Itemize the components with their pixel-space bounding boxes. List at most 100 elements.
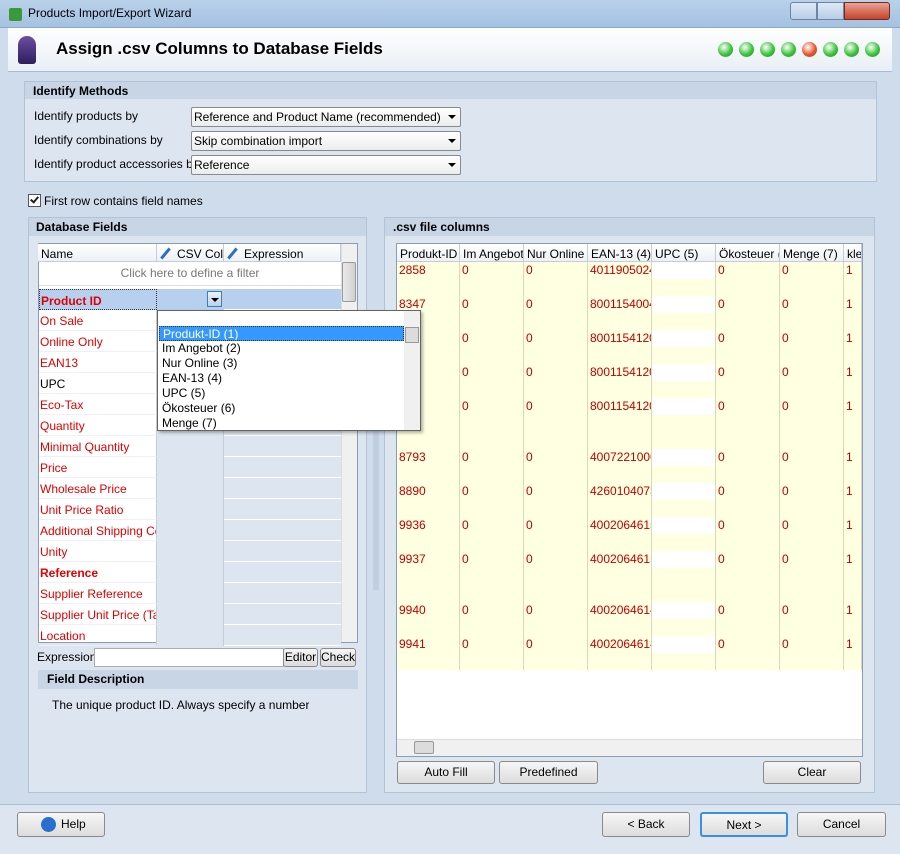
- csv-cell[interactable]: 0: [716, 483, 780, 500]
- csv-cell[interactable]: 1: [844, 262, 862, 279]
- csv-cell[interactable]: [652, 449, 716, 466]
- csv-cell[interactable]: [524, 534, 588, 551]
- csv-cell[interactable]: 4260104073: [588, 483, 652, 500]
- csv-cell[interactable]: [844, 279, 862, 296]
- csv-cell[interactable]: [780, 619, 844, 636]
- csv-cell[interactable]: 0: [524, 296, 588, 313]
- csv-cell[interactable]: 1: [844, 517, 862, 534]
- csv-cell[interactable]: [588, 313, 652, 330]
- csv-cell[interactable]: 0: [780, 330, 844, 347]
- csv-cell[interactable]: 0: [716, 636, 780, 653]
- csv-cell[interactable]: 8001154120: [588, 398, 652, 415]
- csv-cell[interactable]: [716, 381, 780, 398]
- csv-cell[interactable]: 4007221000: [588, 449, 652, 466]
- csv-cell[interactable]: [524, 381, 588, 398]
- csv-cell[interactable]: 9937: [397, 551, 460, 568]
- csv-cell[interactable]: [652, 381, 716, 398]
- csv-cell[interactable]: [397, 279, 460, 296]
- csv-cell[interactable]: 1: [844, 330, 862, 347]
- checkbox[interactable]: [28, 194, 41, 207]
- csv-cell[interactable]: [780, 432, 844, 449]
- csv-cell[interactable]: 2858: [397, 262, 460, 279]
- csv-cell[interactable]: [652, 364, 716, 381]
- csv-cell[interactable]: [780, 585, 844, 602]
- csv-cell[interactable]: 9941: [397, 636, 460, 653]
- auto-fill-button[interactable]: Auto Fill: [397, 761, 495, 784]
- csv-cell[interactable]: [460, 500, 524, 517]
- csv-cell[interactable]: [780, 466, 844, 483]
- csv-cell[interactable]: [588, 500, 652, 517]
- csv-cell[interactable]: [844, 313, 862, 330]
- csv-cell[interactable]: [524, 619, 588, 636]
- csv-cell[interactable]: 8001154004: [588, 296, 652, 313]
- csv-cell[interactable]: 0: [460, 296, 524, 313]
- csv-cell[interactable]: 4011905024: [588, 262, 652, 279]
- field-row[interactable]: Product ID: [39, 289, 341, 310]
- csv-cell[interactable]: [716, 432, 780, 449]
- csv-cell[interactable]: [588, 585, 652, 602]
- csv-cell[interactable]: [524, 500, 588, 517]
- csv-cell[interactable]: 0: [716, 296, 780, 313]
- csv-cell[interactable]: 0: [460, 551, 524, 568]
- next-button[interactable]: Next >: [700, 812, 788, 837]
- csv-cell[interactable]: [780, 653, 844, 670]
- help-button[interactable]: Help: [17, 812, 105, 837]
- field-row[interactable]: Supplier Reference: [39, 583, 341, 604]
- csv-cell[interactable]: [588, 619, 652, 636]
- csv-cell[interactable]: [780, 568, 844, 585]
- dropdown-item[interactable]: UPC (5): [162, 386, 206, 400]
- csv-cell[interactable]: 1: [844, 483, 862, 500]
- csv-cell[interactable]: 0: [460, 602, 524, 619]
- csv-cell[interactable]: [460, 534, 524, 551]
- csv-cell[interactable]: 1: [844, 398, 862, 415]
- csv-cell[interactable]: [652, 585, 716, 602]
- csv-cell[interactable]: [652, 517, 716, 534]
- field-row[interactable]: Location: [39, 625, 341, 646]
- close-button[interactable]: [844, 2, 890, 20]
- csv-cell[interactable]: [780, 347, 844, 364]
- csv-cell[interactable]: [652, 551, 716, 568]
- dropdown-item[interactable]: Nur Online (3): [162, 356, 238, 370]
- csv-cell[interactable]: [588, 466, 652, 483]
- csv-cell[interactable]: [652, 568, 716, 585]
- csv-cell[interactable]: [652, 296, 716, 313]
- csv-cell[interactable]: 9936: [397, 517, 460, 534]
- csv-cell[interactable]: [844, 415, 862, 432]
- csv-cell[interactable]: [397, 653, 460, 670]
- csv-cell[interactable]: [460, 313, 524, 330]
- csv-cell[interactable]: [397, 500, 460, 517]
- csv-cell[interactable]: [652, 262, 716, 279]
- csv-cell[interactable]: 0: [524, 330, 588, 347]
- csv-cell[interactable]: [780, 534, 844, 551]
- csv-cell[interactable]: [588, 534, 652, 551]
- csv-cell[interactable]: 0: [460, 483, 524, 500]
- csv-cell[interactable]: [397, 568, 460, 585]
- csv-cell[interactable]: [844, 619, 862, 636]
- expression-input[interactable]: [94, 648, 284, 667]
- csv-cell[interactable]: [652, 330, 716, 347]
- dropdown-item[interactable]: EAN-13 (4): [162, 371, 223, 385]
- dropdown-item[interactable]: Ökosteuer (6): [162, 401, 236, 415]
- editor-button[interactable]: Editor: [283, 648, 318, 667]
- csv-cell[interactable]: [652, 619, 716, 636]
- csv-cell[interactable]: [780, 381, 844, 398]
- csv-cell[interactable]: [844, 466, 862, 483]
- csv-cell[interactable]: 0: [780, 517, 844, 534]
- csv-cell[interactable]: [460, 466, 524, 483]
- dropdown-list[interactable]: Produkt-ID (1) Im Angebot (2) Nur Online (…: [157, 310, 421, 431]
- csv-column-header[interactable]: Menge (7): [780, 244, 844, 262]
- csv-cell[interactable]: [652, 432, 716, 449]
- csv-cell[interactable]: [652, 636, 716, 653]
- csv-cell[interactable]: 0: [716, 364, 780, 381]
- csv-cell[interactable]: [844, 381, 862, 398]
- csv-cell[interactable]: 0: [780, 296, 844, 313]
- csv-cell[interactable]: [652, 500, 716, 517]
- csv-cell[interactable]: [460, 432, 524, 449]
- csv-cell[interactable]: [844, 347, 862, 364]
- csv-cell[interactable]: 8890: [397, 483, 460, 500]
- dropdown-item[interactable]: Menge (7): [162, 416, 217, 430]
- csv-cell[interactable]: [397, 619, 460, 636]
- combo-box[interactable]: Skip combination import: [191, 131, 461, 151]
- csv-cell[interactable]: 0: [524, 602, 588, 619]
- csv-cell[interactable]: [652, 483, 716, 500]
